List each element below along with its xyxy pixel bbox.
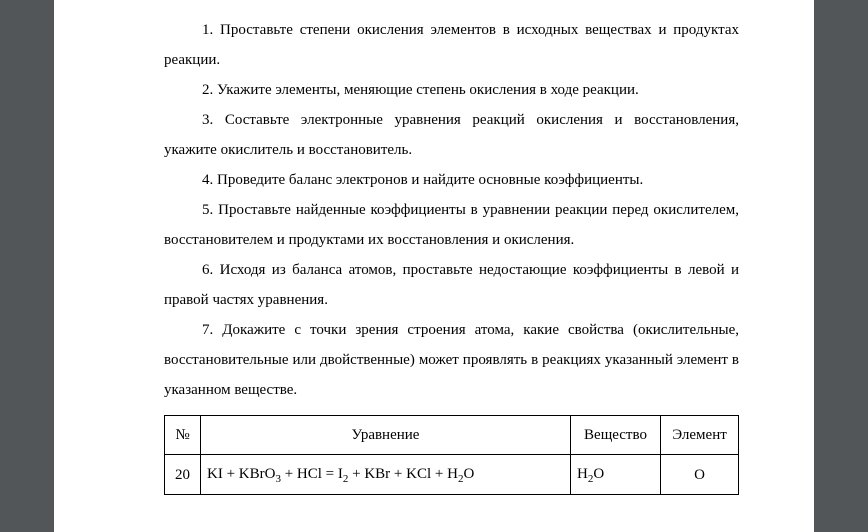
table-cell-num: 20 [165, 455, 201, 495]
table-header-num: № [165, 416, 201, 455]
equation-table: № Уравнение Вещество Элемент 20 KI + KBr… [164, 415, 739, 495]
table-header-substance: Вещество [571, 416, 661, 455]
list-item-3: 3. Составьте электронные уравнения реакц… [164, 105, 739, 165]
table-cell-equation: KI + KBrO3 + HCl = I2 + KBr + KCl + H2O [201, 455, 571, 495]
document-page: 1. Проставьте степени окисления элементо… [54, 0, 814, 532]
list-item-7: 7. Докажите с точки зрения строения атом… [164, 315, 739, 405]
list-item-6: 6. Исходя из баланса атомов, проставьте … [164, 255, 739, 315]
table-cell-element: O [661, 455, 739, 495]
content-area: 1. Проставьте степени окисления элементо… [164, 15, 739, 495]
table-cell-substance: H2O [571, 455, 661, 495]
table-container: № Уравнение Вещество Элемент 20 KI + KBr… [164, 415, 739, 495]
table-header-row: № Уравнение Вещество Элемент [165, 416, 739, 455]
table-header-element: Элемент [661, 416, 739, 455]
table-data-row: 20 KI + KBrO3 + HCl = I2 + KBr + KCl + H… [165, 455, 739, 495]
list-item-2: 2. Укажите элементы, меняющие степень ок… [164, 75, 739, 105]
list-item-5: 5. Проставьте найденные коэффициенты в у… [164, 195, 739, 255]
list-item-1: 1. Проставьте степени окисления элементо… [164, 15, 739, 75]
list-item-4: 4. Проведите баланс электронов и найдите… [164, 165, 739, 195]
table-header-equation: Уравнение [201, 416, 571, 455]
